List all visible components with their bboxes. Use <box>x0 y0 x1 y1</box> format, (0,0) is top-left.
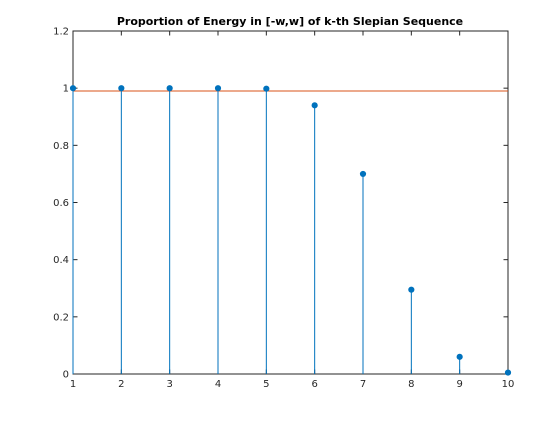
x-tick-label: 4 <box>215 379 221 390</box>
stem-marker <box>214 85 222 92</box>
y-tick-label: 0.8 <box>53 141 69 152</box>
x-tick-label: 1 <box>70 379 76 390</box>
x-tick-label: 10 <box>502 379 515 390</box>
x-tick-label: 5 <box>263 379 269 390</box>
stem-marker <box>118 85 125 92</box>
y-tick-label: 0.6 <box>53 198 69 209</box>
stem-marker <box>359 170 367 178</box>
plot-area <box>72 30 509 375</box>
y-tick-label: 0.4 <box>53 255 69 266</box>
stem-marker <box>311 102 318 109</box>
y-tick-label: 0.2 <box>53 312 69 323</box>
y-tick-label: 1.2 <box>53 27 69 38</box>
x-tick-label: 6 <box>311 379 317 390</box>
x-tick-label: 3 <box>166 379 172 390</box>
stem-marker <box>263 85 270 92</box>
markers-layer <box>69 85 512 376</box>
stems-layer <box>72 88 509 374</box>
stem-marker <box>408 286 415 293</box>
stem-marker <box>166 85 173 92</box>
y-tick-label: 0 <box>63 370 69 381</box>
x-tick-label: 2 <box>118 379 124 390</box>
y-tick-label: 1 <box>63 84 69 95</box>
chart-title: Proportion of Energy in [-w,w] of k-th S… <box>117 15 463 28</box>
stem-marker <box>456 353 463 360</box>
x-tick-label: 9 <box>456 379 462 390</box>
stem-marker <box>504 369 512 376</box>
x-tick-label: 7 <box>360 379 366 390</box>
x-tick-label: 8 <box>408 379 414 390</box>
stem-marker <box>69 85 77 92</box>
